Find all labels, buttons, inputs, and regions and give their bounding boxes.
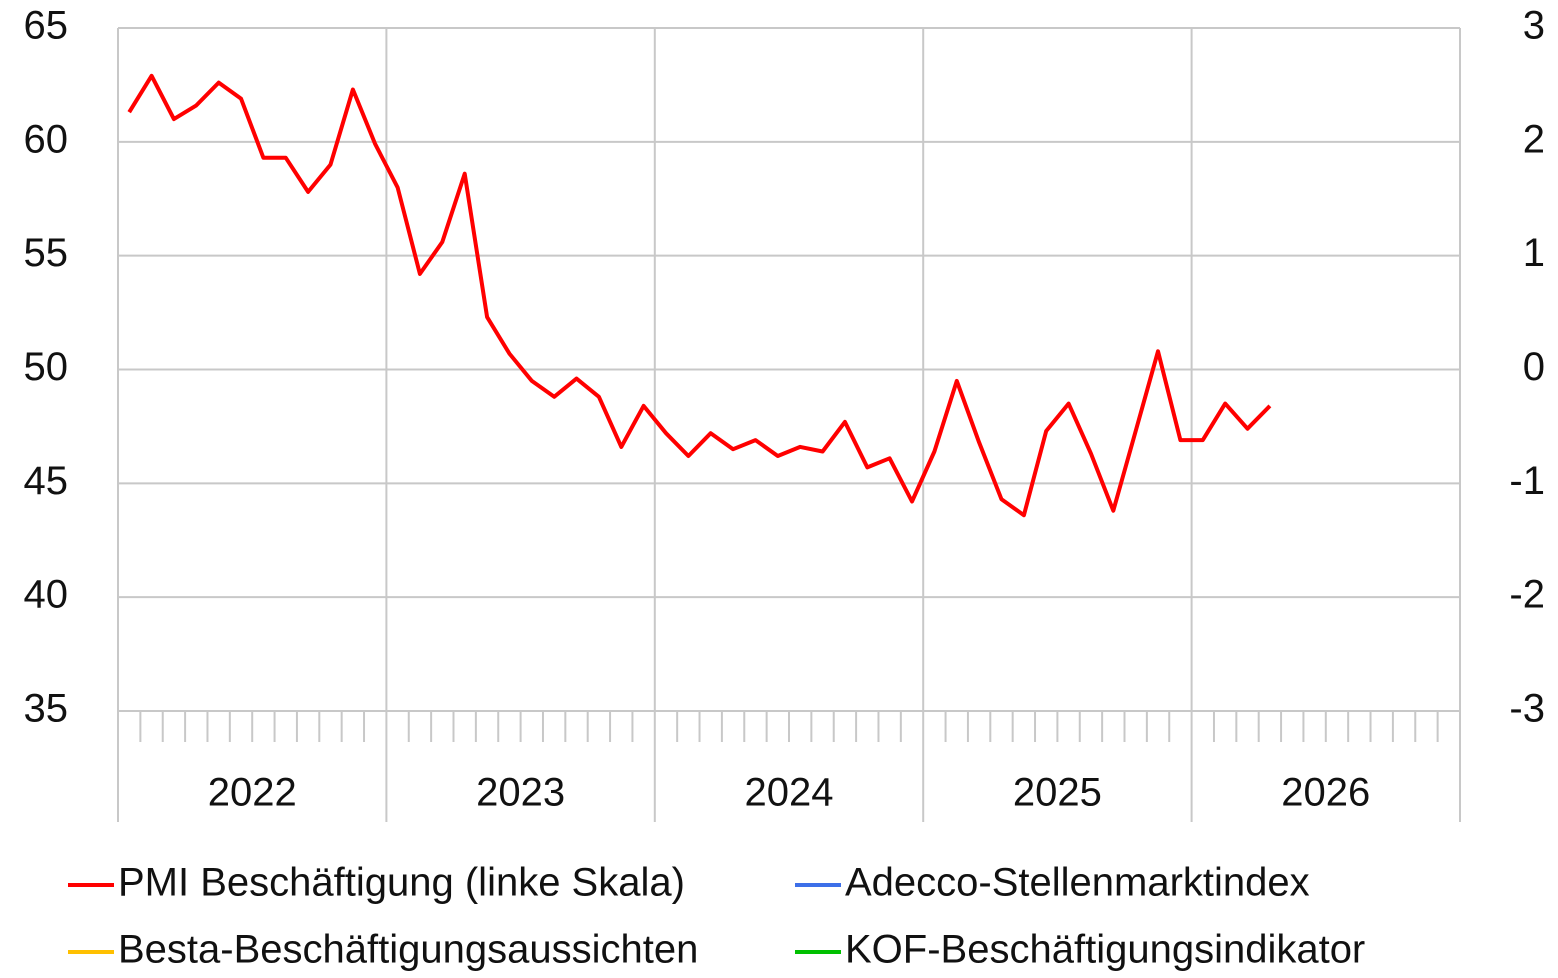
y-tick-label: 50	[24, 345, 69, 389]
series-line	[127, 73, 1272, 518]
y-tick-label: 55	[24, 231, 69, 275]
legend-label: PMI Beschäftigung (linke Skala)	[118, 861, 685, 905]
y2-tick-label: 2	[1523, 117, 1545, 161]
y2-tick-label: 1	[1523, 231, 1545, 275]
x-tick-label: 2022	[208, 771, 297, 815]
y-tick-label: 65	[24, 4, 69, 48]
legend-label: Adecco-Stellenmarktindex	[845, 861, 1310, 905]
x-tick-label: 2026	[1281, 771, 1370, 815]
y2-tick-label: 3	[1523, 4, 1545, 48]
x-tick-label: 2024	[745, 771, 834, 815]
legend-label: KOF-Beschäftigungsindikator	[845, 928, 1365, 972]
y-tick-label: 40	[24, 573, 69, 617]
y2-tick-label: 0	[1523, 345, 1545, 389]
legend-label: Besta-Beschäftigungsaussichten	[118, 928, 698, 972]
x-tick-label: 2025	[1013, 771, 1102, 815]
y2-tick-label: -3	[1509, 687, 1545, 731]
y-tick-label: 60	[24, 117, 69, 161]
y-tick-label: 45	[24, 459, 69, 503]
y2-tick-label: -1	[1509, 459, 1545, 503]
y-tick-label: 35	[24, 687, 69, 731]
y2-tick-label: -2	[1509, 573, 1545, 617]
x-tick-label: 2023	[476, 771, 565, 815]
